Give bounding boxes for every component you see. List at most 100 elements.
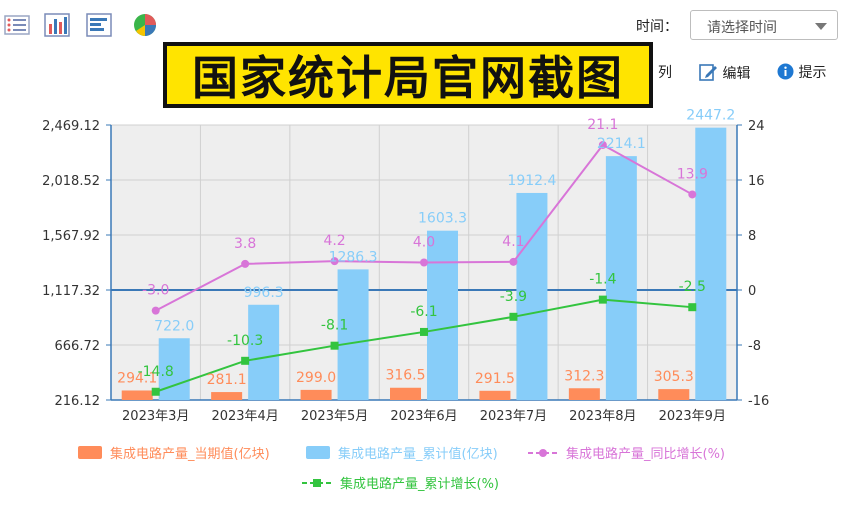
yoy-series-point <box>241 259 250 268</box>
x-axis-tick-label: 2023年6月 <box>390 409 457 424</box>
x-axis-tick-label: 2023年9月 <box>659 409 726 424</box>
data-label-cumulative: 2214.1 <box>597 136 646 152</box>
cum-growth-series-point <box>330 341 339 350</box>
legend-item-current[interactable]: 集成电路产量_当期值(亿块) <box>78 443 270 462</box>
x-axis-tick-label: 2023年3月 <box>122 409 189 424</box>
legend-label-yoy: 集成电路产量_同比增长(%) <box>566 447 725 462</box>
x-axis-tick-label: 2023年7月 <box>480 409 547 424</box>
bar-cumulative <box>695 127 727 401</box>
chevron-down-icon <box>815 23 827 30</box>
pie-chart-icon[interactable] <box>130 10 160 40</box>
toolbar: 时间： 请选择时间 <box>0 0 850 50</box>
horizontal-bar-icon[interactable] <box>84 10 114 40</box>
bar-current <box>300 389 332 400</box>
x-axis-tick-label: 2023年5月 <box>301 409 368 424</box>
cum-growth-series-point <box>241 356 250 365</box>
yoy-series-point <box>151 306 160 315</box>
right-axis-tick-label: 8 <box>748 229 756 244</box>
left-axis-tick-label: 1,117.32 <box>42 284 100 299</box>
data-label-cumulative: 1286.3 <box>329 249 378 265</box>
x-axis-tick-label: 2023年8月 <box>569 409 636 424</box>
bar-cumulative <box>427 230 458 400</box>
edit-icon <box>699 64 717 81</box>
data-label-yoy: 3.8 <box>234 236 256 252</box>
time-select-placeholder: 请选择时间 <box>707 20 777 36</box>
data-label-cum-growth: -10.3 <box>227 333 263 349</box>
left-axis-tick-label: 1,567.92 <box>42 229 100 244</box>
right-axis-tick-label: 0 <box>748 284 756 299</box>
yoy-series-point <box>330 257 339 266</box>
data-label-cumulative: 1912.4 <box>507 173 556 189</box>
data-label-cum-growth: -2.5 <box>679 279 706 295</box>
cum-growth-series-point <box>598 295 607 304</box>
legend-swatch-yoy <box>528 448 558 457</box>
edit-label: 编辑 <box>722 66 751 82</box>
data-label-cumulative: 722.0 <box>154 318 194 334</box>
cum-growth-series-point <box>420 327 428 336</box>
time-select[interactable]: 请选择时间 <box>690 10 838 40</box>
right-axis-tick-label: 24 <box>748 119 765 134</box>
data-label-cum-growth: -6.1 <box>410 304 437 320</box>
legend-item-cumulative[interactable]: 集成电路产量_累计值(亿块) <box>306 443 498 462</box>
bar-cumulative <box>337 269 369 400</box>
right-axis-tick-label: -16 <box>748 394 769 409</box>
legend-label-cumulative: 集成电路产量_累计值(亿块) <box>338 447 498 462</box>
data-label-cum-growth: -1.4 <box>589 272 616 288</box>
data-label-yoy: 21.1 <box>587 117 618 133</box>
yoy-series-point <box>420 258 428 267</box>
yoy-series-point <box>509 257 518 266</box>
data-label-current: 312.3 <box>564 368 604 384</box>
data-label-cum-growth: -8.1 <box>321 318 348 334</box>
list-icon[interactable] <box>2 10 32 40</box>
data-label-yoy: -3.0 <box>142 283 169 299</box>
cum-growth-series-point <box>688 303 697 312</box>
cum-growth-series-point <box>509 312 518 321</box>
legend-item-cum-growth[interactable]: 集成电路产量_累计增长(%) <box>302 473 499 492</box>
bar-current <box>479 390 511 400</box>
bar-current <box>390 387 421 400</box>
bar-cumulative <box>248 304 280 400</box>
data-label-current: 294.1 <box>117 370 157 386</box>
bar-chart-icon[interactable] <box>42 10 72 40</box>
data-label-cumulative: 996.3 <box>244 285 284 301</box>
info-icon <box>777 63 794 80</box>
bar-cumulative <box>605 156 637 400</box>
legend-label-current: 集成电路产量_当期值(亿块) <box>110 447 270 462</box>
legend-item-yoy[interactable]: 集成电路产量_同比增长(%) <box>528 443 725 462</box>
data-label-current: 299.0 <box>296 370 336 386</box>
right-axis-tick-label: -8 <box>748 339 761 354</box>
bar-current <box>568 388 600 400</box>
time-label: 时间： <box>636 19 678 35</box>
hint-button[interactable]: 提示 <box>777 62 826 82</box>
cum-growth-series-point <box>151 387 160 396</box>
overlay-banner: 国家统计局官网截图 <box>163 42 653 108</box>
data-label-yoy: 4.2 <box>323 233 345 249</box>
bar-cumulative <box>516 192 548 400</box>
yoy-series-point <box>688 190 697 199</box>
data-label-cum-growth: -3.9 <box>500 289 527 305</box>
data-label-yoy: 4.0 <box>413 235 435 251</box>
data-label-current: 305.3 <box>654 369 694 385</box>
data-label-current: 316.5 <box>385 368 425 384</box>
left-axis-tick-label: 2,018.52 <box>42 174 100 189</box>
legend-label-cum-growth: 集成电路产量_累计增长(%) <box>340 477 499 492</box>
data-label-yoy: 13.9 <box>677 166 708 182</box>
yoy-series-point <box>598 140 607 149</box>
bar-current <box>658 389 690 400</box>
left-axis-tick-label: 2,469.12 <box>42 119 100 134</box>
data-label-cumulative: 1603.3 <box>418 211 467 227</box>
data-label-cum-growth: -14.8 <box>138 364 174 380</box>
data-label-current: 291.5 <box>475 371 515 387</box>
data-label-current: 281.1 <box>207 372 247 388</box>
edit-button[interactable]: 编辑 <box>698 62 750 83</box>
right-axis-tick-label: 16 <box>748 174 765 189</box>
legend-swatch-cumulative <box>306 446 330 459</box>
x-axis-tick-label: 2023年4月 <box>211 409 278 424</box>
legend-swatch-current <box>78 446 102 459</box>
legend-swatch-cum-growth <box>302 478 332 487</box>
left-axis-tick-label: 666.72 <box>55 339 101 354</box>
column-button[interactable]: 列 <box>658 62 672 82</box>
data-label-cumulative: 2447.2 <box>686 108 735 124</box>
bar-current <box>211 392 243 400</box>
